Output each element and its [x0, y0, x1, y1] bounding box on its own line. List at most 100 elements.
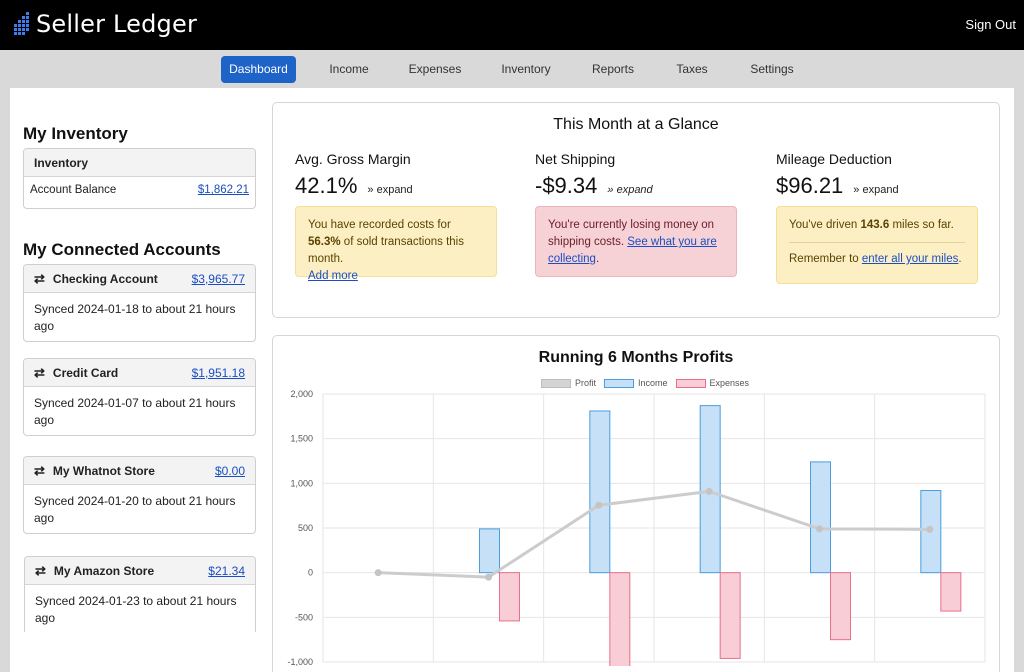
- profits-chart: 2,000 1,500 1,000 500 0 -500 -1,000: [287, 389, 986, 666]
- profit-point: [705, 487, 713, 495]
- see-collecting-link[interactable]: See what you are collecting: [548, 236, 717, 265]
- metric-value: 42.1%: [295, 173, 358, 198]
- mileage-alert: You've driven 143.6 miles so far. Rememb…: [776, 206, 978, 284]
- expand-toggle[interactable]: » expand: [607, 184, 653, 196]
- profit-point: [374, 569, 382, 577]
- account-balance-link[interactable]: $3,965.77: [191, 271, 245, 286]
- net-shipping-metric: Net Shipping -$9.34 » expand: [535, 151, 740, 199]
- alert-text: Remember to: [789, 253, 862, 265]
- alert-text: You have recorded costs for: [308, 219, 451, 231]
- account-card-header: ⇄ Checking Account $3,965.77: [24, 265, 255, 293]
- account-card-header: ⇄ My Amazon Store $21.34: [25, 557, 255, 585]
- expense-bar: [719, 572, 741, 659]
- account-card-amazon: ⇄ My Amazon Store $21.34 Synced 2024-01-…: [24, 556, 256, 632]
- logo[interactable]: Seller Ledger: [14, 10, 197, 38]
- glance-panel: This Month at a Glance Avg. Gross Margin…: [272, 102, 1000, 318]
- expense-bar: [940, 572, 962, 612]
- y-tick-label: -1,000: [287, 657, 313, 666]
- legend-item-income[interactable]: Income: [604, 378, 668, 388]
- profit-point: [595, 501, 603, 509]
- account-card-header: ⇄ My Whatnot Store $0.00: [24, 457, 255, 485]
- profit-point: [485, 573, 492, 581]
- y-tick-label: 0: [308, 568, 313, 578]
- account-balance-link[interactable]: $21.34: [208, 563, 245, 578]
- account-card-credit: ⇄ Credit Card $1,951.18 Synced 2024-01-0…: [23, 358, 256, 436]
- metric-label: Avg. Gross Margin: [295, 151, 411, 167]
- mileage-metric: Mileage Deduction $96.21 » expand: [776, 151, 981, 199]
- account-card-header: ⇄ Credit Card $1,951.18: [24, 359, 255, 387]
- account-card-checking: ⇄ Checking Account $3,965.77 Synced 2024…: [23, 264, 256, 342]
- account-sync-status: Synced 2024-01-07 to about 21 hours ago: [34, 396, 236, 427]
- profits-chart-panel: Running 6 Months Profits Profit Income E…: [272, 335, 1000, 672]
- tab-expenses[interactable]: Expenses: [408, 62, 462, 76]
- account-name: Credit Card: [52, 365, 119, 380]
- gross-margin-metric: Avg. Gross Margin 42.1% » expand: [295, 151, 500, 199]
- chart-title: Running 6 Months Profits: [538, 349, 734, 366]
- add-more-link[interactable]: Add more: [308, 270, 358, 282]
- legend-item-profit[interactable]: Profit: [541, 378, 596, 388]
- metric-value: -$9.34: [535, 173, 598, 198]
- balance-label: Account Balance: [30, 184, 117, 196]
- y-tick-label: 1,500: [290, 434, 313, 444]
- inventory-balance-row: Account Balance $1,862.21: [24, 177, 255, 203]
- y-tick-label: 500: [298, 523, 313, 533]
- alert-text: of sold transactions this month.: [308, 236, 464, 265]
- shipping-alert: You're currently losing money on shippin…: [535, 206, 737, 277]
- tab-reports[interactable]: Reports: [591, 62, 635, 76]
- profit-point: [926, 525, 934, 533]
- tab-taxes[interactable]: Taxes: [676, 62, 708, 76]
- account-sync-status: Synced 2024-01-18 to about 21 hours ago: [34, 302, 236, 333]
- metric-label: Net Shipping: [535, 151, 616, 167]
- account-sync-status: Synced 2024-01-20 to about 21 hours ago: [34, 494, 236, 525]
- app-name: Seller Ledger: [36, 10, 198, 38]
- inventory-title: My Inventory: [23, 124, 128, 143]
- income-bar: [479, 528, 500, 574]
- profit-point: [816, 525, 823, 533]
- alert-text: .: [595, 253, 600, 265]
- alert-text: .: [958, 253, 962, 265]
- account-card-whatnot: ⇄ My Whatnot Store $0.00 Synced 2024-01-…: [23, 456, 256, 534]
- alert-highlight: 143.6: [860, 219, 890, 231]
- ledger-grid-icon: [14, 12, 29, 35]
- expense-bar: [609, 572, 631, 666]
- metric-label: Mileage Deduction: [776, 151, 892, 167]
- account-balance-link[interactable]: $0.00: [214, 463, 245, 478]
- sign-out-link[interactable]: Sign Out: [965, 17, 1016, 32]
- account-balance-link[interactable]: $1,951.18: [191, 365, 245, 380]
- main-content: My Inventory Inventory Account Balance $…: [10, 88, 1014, 672]
- y-tick-label: 1,000: [290, 478, 313, 488]
- sync-arrows-icon: ⇄: [34, 462, 45, 478]
- profit-line: [378, 489, 930, 579]
- main-nav: Dashboard Income Expenses Inventory Repo…: [0, 50, 1024, 88]
- metric-value: $96.21: [776, 173, 844, 198]
- tab-income[interactable]: Income: [329, 62, 369, 76]
- account-name: My Whatnot Store: [52, 463, 155, 478]
- glance-title: This Month at a Glance: [553, 116, 719, 133]
- inventory-card-header: Inventory: [24, 149, 255, 177]
- alert-text: miles so far.: [889, 219, 954, 231]
- expand-toggle[interactable]: » expand: [367, 184, 413, 196]
- account-name: My Amazon Store: [53, 563, 155, 578]
- account-name: Checking Account: [52, 271, 158, 286]
- top-bar: Seller Ledger Sign Out: [0, 0, 1024, 50]
- legend-item-expenses[interactable]: Expenses: [675, 378, 749, 388]
- expense-bar: [830, 572, 851, 641]
- tab-inventory[interactable]: Inventory: [501, 62, 551, 76]
- tab-dashboard[interactable]: Dashboard: [221, 56, 296, 83]
- sync-arrows-icon: ⇄: [35, 562, 46, 578]
- expand-toggle[interactable]: » expand: [853, 184, 899, 196]
- chart-legend: Profit Income Expenses: [541, 378, 757, 388]
- expense-bar: [499, 572, 520, 622]
- income-bar: [810, 461, 831, 574]
- tab-settings[interactable]: Settings: [750, 62, 794, 76]
- enter-miles-link[interactable]: enter all your miles: [861, 253, 959, 265]
- account-sync-status: Synced 2024-01-23 to about 21 hours ago: [35, 594, 237, 625]
- inventory-card: Inventory Account Balance $1,862.21: [23, 148, 256, 209]
- y-tick-label: 2,000: [290, 389, 313, 399]
- margin-alert: You have recorded costs for 56.3% of sol…: [295, 206, 497, 282]
- sync-arrows-icon: ⇄: [34, 364, 45, 380]
- income-bar: [589, 410, 611, 574]
- accounts-title: My Connected Accounts: [23, 240, 221, 259]
- balance-amount-link[interactable]: $1,862.21: [197, 184, 249, 196]
- alert-highlight: 56.3%: [308, 236, 341, 248]
